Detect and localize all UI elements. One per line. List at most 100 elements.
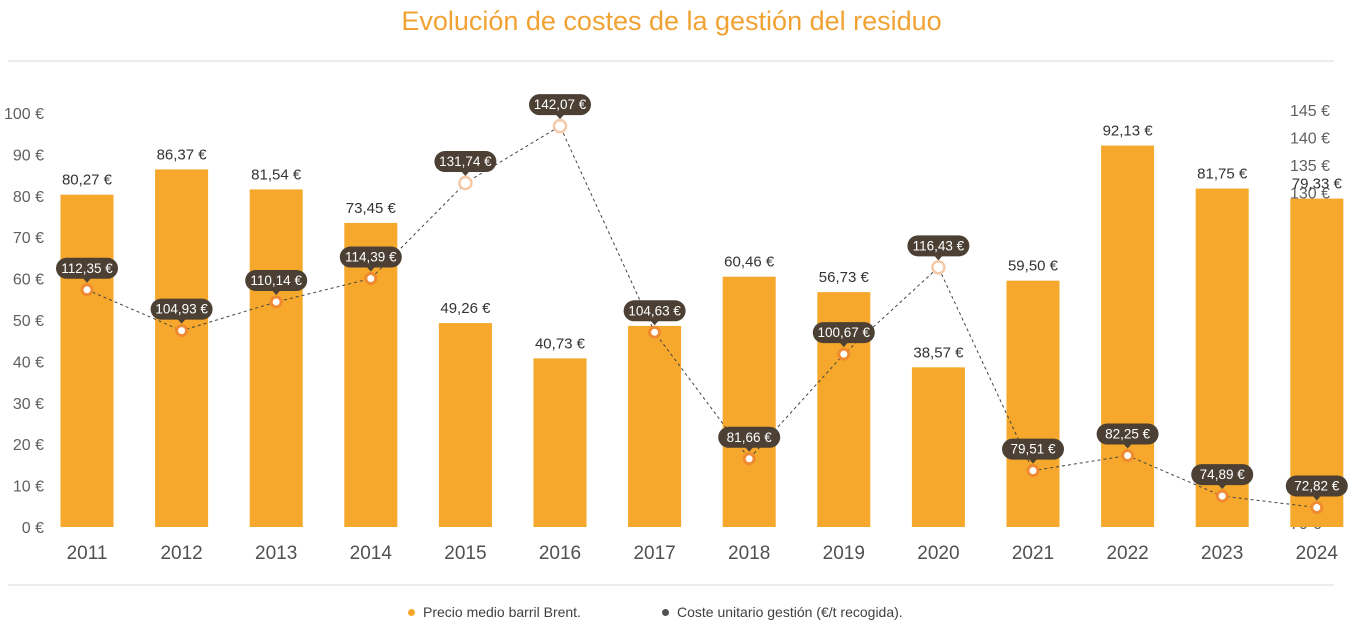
line-data-label: 104,63 € [628,303,681,318]
legend-item-brent: Precio medio barril Brent. [408,604,581,620]
category-axis: 2011 2012 2013 2014 2015 2016 2017 2018 2019 2020… [67,543,1339,564]
line-point [742,452,756,466]
category-label: 2018 [728,543,770,564]
line-label-pointer [839,342,848,348]
line-path [86,125,1317,508]
line-label-box [529,94,591,116]
right-axis-tick: 140 € [1290,131,1330,148]
line-data-label: 81,66 € [727,430,773,445]
line-label-pointer [1029,459,1037,464]
line-point [80,283,94,297]
bar [911,367,965,527]
line-data-label: 116,43 € [913,238,965,253]
line-label-pointer [83,278,91,283]
category-label: 2024 [1296,543,1339,564]
bar-data-label: 60,46 € [724,254,775,271]
line-point [175,324,189,338]
bar-data-label: 79,33 € [1292,176,1343,193]
left-axis-tick: 50 € [13,313,44,330]
line-label-pointer [366,267,375,272]
line-label-box [623,300,686,322]
category-label: 2015 [444,543,486,564]
line-data-label: 82,25 € [1105,427,1151,442]
line-point [1026,464,1040,478]
line-point [364,272,378,286]
bar-data-label: 92,13 € [1103,123,1154,140]
right-axis-tick: 130 € [1290,186,1330,203]
line-label-pointer [272,290,281,295]
legend-label-coste: Coste unitario gestión (€/t recogida). [677,604,903,620]
bar [1006,280,1060,527]
bar [60,194,114,528]
line-data-label: 114,39 € [345,250,397,265]
bar [722,276,776,527]
line-label-pointer [1218,484,1227,490]
line-point [1310,500,1324,514]
category-label: 2017 [633,543,675,564]
line-data-label: 110,14 € [250,273,302,288]
line-label-pointer [461,171,470,177]
chart-title: Evolución de costes de la gestión del re… [401,6,942,36]
left-axis-tick: 80 € [13,189,44,206]
line-data-label: 74,89 € [1200,467,1246,482]
category-label: 2014 [350,543,393,564]
left-axis-tick: 40 € [13,354,44,371]
line-point [269,295,283,309]
line-label-box [56,257,118,279]
line-label-box [1191,464,1254,486]
line-data-label: 79,51 € [1010,442,1056,457]
line-label-box [718,426,781,448]
bar-data-label: 73,45 € [346,200,397,217]
bar [533,358,587,527]
bar [438,323,492,527]
bar-data-label: 86,37 € [157,146,208,163]
bar-data-label: 81,75 € [1197,166,1248,183]
bar-data-label: 49,26 € [440,300,491,317]
line-label-pointer [650,320,659,326]
line-label-box [1285,475,1348,497]
bar-data-label: 38,57 € [913,344,964,361]
line-label-box [339,246,402,268]
legend-item-coste: Coste unitario gestión (€/t recogida). [662,604,903,620]
legend-marker-brent [408,608,415,616]
line-data-label: 72,82 € [1294,478,1340,493]
bar-labels: 80,27 € 86,37 € 81,54 € 73,45 € 49,26 € 40,73… [62,123,1343,362]
left-axis-tick: 60 € [13,272,44,289]
line-label-pointer [934,255,943,261]
left-axis-tick: 30 € [13,396,44,413]
line-data-label: 131,74 € [439,154,492,169]
bar-data-label: 59,50 € [1008,258,1059,275]
left-axis-tick: 100 € [4,106,44,123]
category-label: 2012 [160,543,202,564]
category-label: 2020 [917,543,959,564]
line-point [931,260,946,275]
legend-marker-coste [662,608,669,616]
bar-data-label: 80,27 € [62,172,113,189]
bar [628,325,682,527]
line-label-pointer [177,319,186,324]
bar-data-label: 81,54 € [251,166,302,183]
bar [1290,198,1344,528]
line-point [1121,449,1135,463]
line-label-box [150,298,213,320]
line-label-pointer [1312,495,1321,501]
line-series: 112,35 € 104,93 € 110,14 € 114,39 € 131,74 €… [56,94,1348,514]
left-axis: 0 € 10 € 20 € 30 € 40 € 50 € 60 € 70 € 80 € 90 € 1… [4,106,44,537]
line-label-pointer [556,114,564,120]
bar-data-label: 40,73 € [535,335,586,352]
left-axis-tick: 20 € [13,437,44,454]
bar-series [60,145,1344,528]
line-label-box [245,269,308,291]
line-data-label: 142,07 € [534,97,587,112]
line-data-label: 112,35 € [61,261,113,276]
line-point [552,118,568,134]
line-point [648,325,662,339]
category-label: 2022 [1106,543,1148,564]
line-label-box [812,322,875,344]
left-axis-tick: 90 € [13,147,44,164]
category-label: 2023 [1201,543,1243,564]
left-axis-tick: 10 € [13,479,44,496]
left-axis-tick: 70 € [13,230,44,247]
category-label: 2016 [539,543,581,564]
